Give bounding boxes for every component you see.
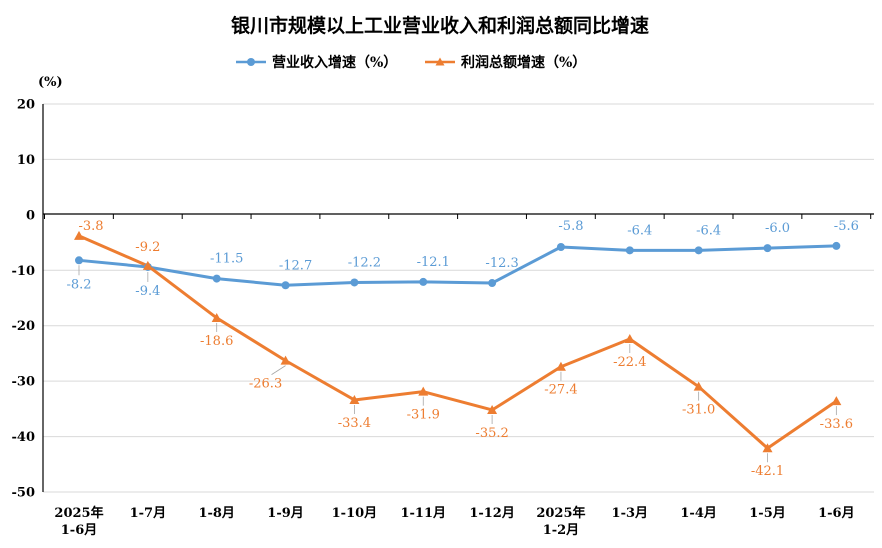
legend-item-profit: 利润总额增速（%） <box>425 54 586 71</box>
profit-data-label: -3.8 <box>78 219 103 234</box>
revenue-data-label: -9.4 <box>135 284 160 299</box>
profit-point <box>211 312 222 322</box>
profit-data-label: -35.2 <box>475 426 508 441</box>
x-tick-label: 1-4月 <box>680 506 717 521</box>
revenue-point <box>763 244 772 253</box>
legend-profit-marker <box>435 57 445 66</box>
y-tick-label: -30 <box>12 375 36 390</box>
profit-point <box>762 443 773 453</box>
profit-point <box>142 260 153 270</box>
profit-data-label: -9.2 <box>135 240 160 255</box>
y-axis-unit: (%) <box>38 75 63 90</box>
profit-data-label: -31.9 <box>407 408 440 423</box>
revenue-point <box>488 279 497 288</box>
revenue-point <box>832 241 841 250</box>
x-tick-label: 1-5月 <box>749 506 786 521</box>
profit-data-label: -26.3 <box>249 377 282 392</box>
revenue-point <box>625 246 634 255</box>
revenue-data-label: -12.1 <box>417 255 450 270</box>
y-tick-label: -20 <box>12 319 36 334</box>
revenue-data-label: -5.8 <box>558 219 583 234</box>
profit-data-label: -31.0 <box>682 403 715 418</box>
x-tick-label: 2025年 1-2月 <box>536 505 585 538</box>
revenue-data-label: -11.5 <box>210 252 243 267</box>
profit-point <box>831 396 842 406</box>
revenue-data-label: -12.3 <box>485 256 518 271</box>
revenue-data-label: -6.4 <box>627 223 652 238</box>
y-axis-ticks: 20 10 0 -10 -20 -30 -40 -50 <box>12 98 36 501</box>
series-markers <box>74 230 842 453</box>
x-tick-label: 1-10月 <box>332 506 378 521</box>
profit-point <box>555 361 566 371</box>
profit-data-label: -27.4 <box>544 383 577 398</box>
y-tick-label: -40 <box>12 430 36 445</box>
revenue-data-label: -6.4 <box>696 223 721 238</box>
series-line-profit <box>78 234 838 450</box>
series-lines <box>78 234 838 450</box>
revenue-point <box>556 243 565 252</box>
data-labels: -8.2 -9.4 -11.5 -12.7 -12.2 -12.1 -12.3 -5.8 -6.… <box>66 219 858 479</box>
gridlines <box>43 103 874 493</box>
profit-data-label: -33.6 <box>820 417 853 432</box>
legend: 营业收入增速（%） 利润总额增速（%） <box>236 54 586 71</box>
legend-revenue-label: 营业收入增速（%） <box>272 54 397 71</box>
revenue-data-label: -12.2 <box>348 255 381 270</box>
profit-point <box>624 334 635 344</box>
revenue-point <box>75 256 83 265</box>
x-axis-ticks: 2025年 1-6月 1-7月 1-8月 1-9月 1-10月 1-11月 1-12月 2025… <box>54 505 854 538</box>
legend-item-revenue: 营业收入增速（%） <box>236 54 397 71</box>
x-tick-label: 1-11月 <box>400 506 446 521</box>
profit-point <box>74 230 84 240</box>
revenue-point <box>281 281 290 290</box>
legend-revenue-marker <box>247 58 255 66</box>
profit-point <box>280 355 291 365</box>
y-tick-label: 10 <box>17 153 35 168</box>
label-leader-line <box>271 365 286 375</box>
series-line-revenue <box>78 244 837 287</box>
x-tick-label: 1-3月 <box>612 506 649 521</box>
profit-data-label: -22.4 <box>613 355 646 370</box>
legend-profit-label: 利润总额增速（%） <box>461 54 586 71</box>
x-tick-label: 2025年 1-6月 <box>54 505 103 538</box>
chart-title: 银川市规模以上工业营业收入和利润总额同比增速 <box>231 14 649 37</box>
revenue-point <box>694 246 703 255</box>
profit-point <box>693 381 704 391</box>
profit-point <box>418 386 429 396</box>
y-tick-label: 20 <box>17 98 35 113</box>
profit-data-label: -18.6 <box>200 334 233 349</box>
x-tick-label: 1-7月 <box>130 506 167 521</box>
y-tick-label: -10 <box>12 264 36 279</box>
x-tick-label: 1-6月 <box>818 506 855 521</box>
x-tick-label: 1-9月 <box>267 506 304 521</box>
revenue-data-label: -12.7 <box>279 258 312 273</box>
revenue-point <box>212 274 221 283</box>
y-tick-label: -50 <box>12 486 36 501</box>
revenue-data-label: -5.6 <box>834 219 859 234</box>
x-tick-label: 1-12月 <box>469 506 515 521</box>
y-tick-label: 0 <box>26 208 35 223</box>
axes <box>42 104 874 492</box>
revenue-point <box>350 278 359 287</box>
label-leader-lines <box>78 265 837 463</box>
revenue-point <box>419 277 428 286</box>
x-tick-label: 1-8月 <box>198 506 235 521</box>
profit-point <box>349 394 360 404</box>
revenue-data-label: -6.0 <box>765 221 790 236</box>
profit-data-label: -42.1 <box>751 464 784 479</box>
profit-data-label: -33.4 <box>338 416 371 431</box>
profit-point <box>487 404 498 414</box>
revenue-data-label: -8.2 <box>66 277 91 292</box>
